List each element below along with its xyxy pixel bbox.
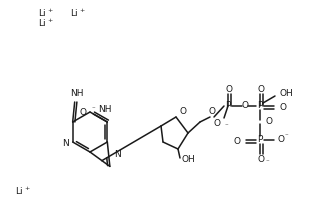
Text: NH: NH <box>98 105 112 113</box>
Text: O: O <box>225 86 232 95</box>
Text: O: O <box>266 118 273 127</box>
Text: ⁻: ⁻ <box>285 133 289 139</box>
Text: O: O <box>213 119 220 127</box>
Text: O: O <box>79 108 86 118</box>
Text: NH: NH <box>70 89 84 98</box>
Text: O: O <box>277 135 284 145</box>
Text: OH: OH <box>280 89 294 97</box>
Text: N: N <box>62 138 69 148</box>
Text: O: O <box>241 100 248 110</box>
Text: N: N <box>114 150 121 159</box>
Text: +: + <box>24 186 29 192</box>
Text: O: O <box>180 108 187 116</box>
Text: +: + <box>79 8 84 13</box>
Text: O: O <box>234 137 241 146</box>
Text: P: P <box>257 135 263 145</box>
Text: ⁻: ⁻ <box>225 123 229 129</box>
Text: Li: Li <box>15 187 23 197</box>
Text: Li: Li <box>38 19 46 27</box>
Text: Li: Li <box>70 8 78 17</box>
Text: P: P <box>225 102 231 111</box>
Text: O: O <box>208 108 215 116</box>
Text: ⁻: ⁻ <box>91 106 95 112</box>
Text: +: + <box>47 17 52 22</box>
Text: OH: OH <box>181 154 195 164</box>
Text: O: O <box>257 154 264 164</box>
Text: ⁻: ⁻ <box>266 159 270 165</box>
Text: +: + <box>47 8 52 13</box>
Text: O: O <box>279 103 286 111</box>
Text: O: O <box>257 86 264 95</box>
Text: Li: Li <box>38 8 46 17</box>
Text: P: P <box>257 102 263 111</box>
